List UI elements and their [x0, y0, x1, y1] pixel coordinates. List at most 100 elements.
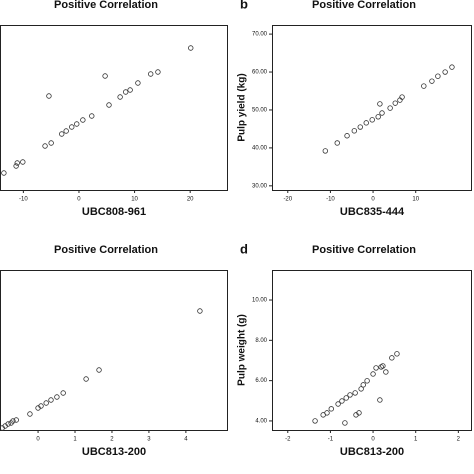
y-tick-label: 6.00	[255, 378, 267, 384]
chart-title: Positive Correlation	[54, 0, 158, 11]
x-tick-label: 0	[36, 437, 40, 443]
y-tick-label: 10.00	[252, 298, 268, 304]
data-point	[155, 69, 161, 75]
data-point	[135, 80, 141, 86]
data-point	[351, 128, 358, 134]
x-tick-label: 4	[184, 437, 188, 443]
y-tick-label: 30.00	[252, 183, 268, 189]
data-point	[188, 45, 194, 51]
data-point	[63, 128, 69, 134]
data-point	[360, 382, 366, 388]
x-tick-label: -1	[328, 437, 334, 443]
data-point	[1, 170, 7, 176]
data-point	[117, 94, 123, 100]
data-point	[80, 117, 86, 123]
chart-title: Positive Correlation	[312, 244, 416, 256]
data-point	[148, 71, 154, 77]
x-tick-label: 20	[187, 197, 194, 203]
x-tick-label: -10	[19, 197, 28, 203]
plot-frame	[272, 270, 472, 431]
x-tick-label: 0	[77, 197, 81, 203]
data-point	[324, 410, 330, 416]
x-tick-label: 10	[412, 197, 419, 203]
y-tick-label: 70.00	[252, 32, 268, 38]
x-tick-label: -10	[326, 197, 335, 203]
data-point	[377, 101, 383, 107]
x-tick-label: 2	[457, 437, 461, 443]
x-tick-label: -2	[285, 437, 291, 443]
y-axis-label: Pulp weight (g)	[237, 314, 248, 386]
data-point	[435, 73, 441, 79]
data-point	[442, 69, 448, 75]
data-point	[60, 390, 66, 396]
data-point	[106, 102, 112, 108]
data-point	[38, 403, 44, 409]
data-point	[429, 78, 435, 84]
data-point	[10, 418, 16, 424]
data-point	[356, 410, 362, 416]
data-point	[342, 420, 348, 426]
data-point	[74, 121, 80, 127]
data-point	[377, 397, 383, 403]
data-point	[383, 369, 389, 375]
x-tick-label: 10	[131, 197, 138, 203]
data-point	[364, 378, 370, 384]
x-axis-label: UBC835-444	[340, 206, 405, 218]
data-point	[358, 386, 364, 392]
chart-title: Positive Correlation	[54, 244, 158, 256]
data-point	[312, 418, 318, 424]
data-point	[102, 73, 108, 79]
data-point	[339, 398, 345, 404]
data-point	[54, 394, 60, 400]
data-point	[48, 397, 54, 403]
data-point	[344, 133, 350, 139]
panel-label: b	[240, 0, 248, 11]
data-point	[127, 87, 133, 93]
data-point	[83, 376, 89, 382]
x-tick-label: 2	[110, 437, 114, 443]
data-point	[335, 401, 341, 407]
data-point	[20, 159, 26, 165]
data-point	[13, 417, 19, 423]
data-point	[379, 110, 385, 116]
data-point	[392, 100, 398, 106]
plot-frame	[0, 270, 228, 431]
data-point	[449, 64, 455, 70]
chart-title: Positive Correlation	[312, 0, 416, 11]
data-point	[375, 114, 381, 120]
data-point	[357, 124, 363, 130]
y-tick-label: 50.00	[252, 108, 268, 114]
data-point	[370, 371, 376, 377]
y-tick-label: 40.00	[252, 145, 268, 151]
data-point	[69, 124, 75, 130]
data-point	[59, 131, 65, 137]
data-point	[89, 113, 95, 119]
plot-frame	[272, 25, 472, 191]
x-tick-label: 0	[371, 437, 375, 443]
y-axis-label: Pulp yield (kg)	[237, 73, 248, 141]
data-point	[13, 163, 19, 169]
data-point	[5, 421, 11, 427]
x-axis-label: UBC813-200	[82, 446, 146, 458]
data-point	[96, 367, 102, 373]
data-point	[394, 351, 400, 357]
data-point	[387, 105, 393, 111]
x-axis-label: UBC808-961	[82, 206, 146, 218]
x-tick-label: 0	[371, 197, 375, 203]
data-point	[369, 117, 375, 123]
data-point	[347, 392, 353, 398]
x-tick-label: 1	[414, 437, 418, 443]
data-point	[322, 148, 329, 154]
data-point	[380, 363, 386, 369]
y-tick-label: 60.00	[252, 70, 268, 76]
data-point	[389, 355, 395, 361]
data-point	[42, 143, 48, 149]
data-point	[399, 94, 405, 100]
data-point	[27, 411, 33, 417]
data-point	[14, 160, 20, 166]
data-point	[373, 365, 379, 371]
data-point	[334, 140, 340, 146]
data-point	[197, 308, 203, 314]
data-point	[48, 140, 54, 146]
